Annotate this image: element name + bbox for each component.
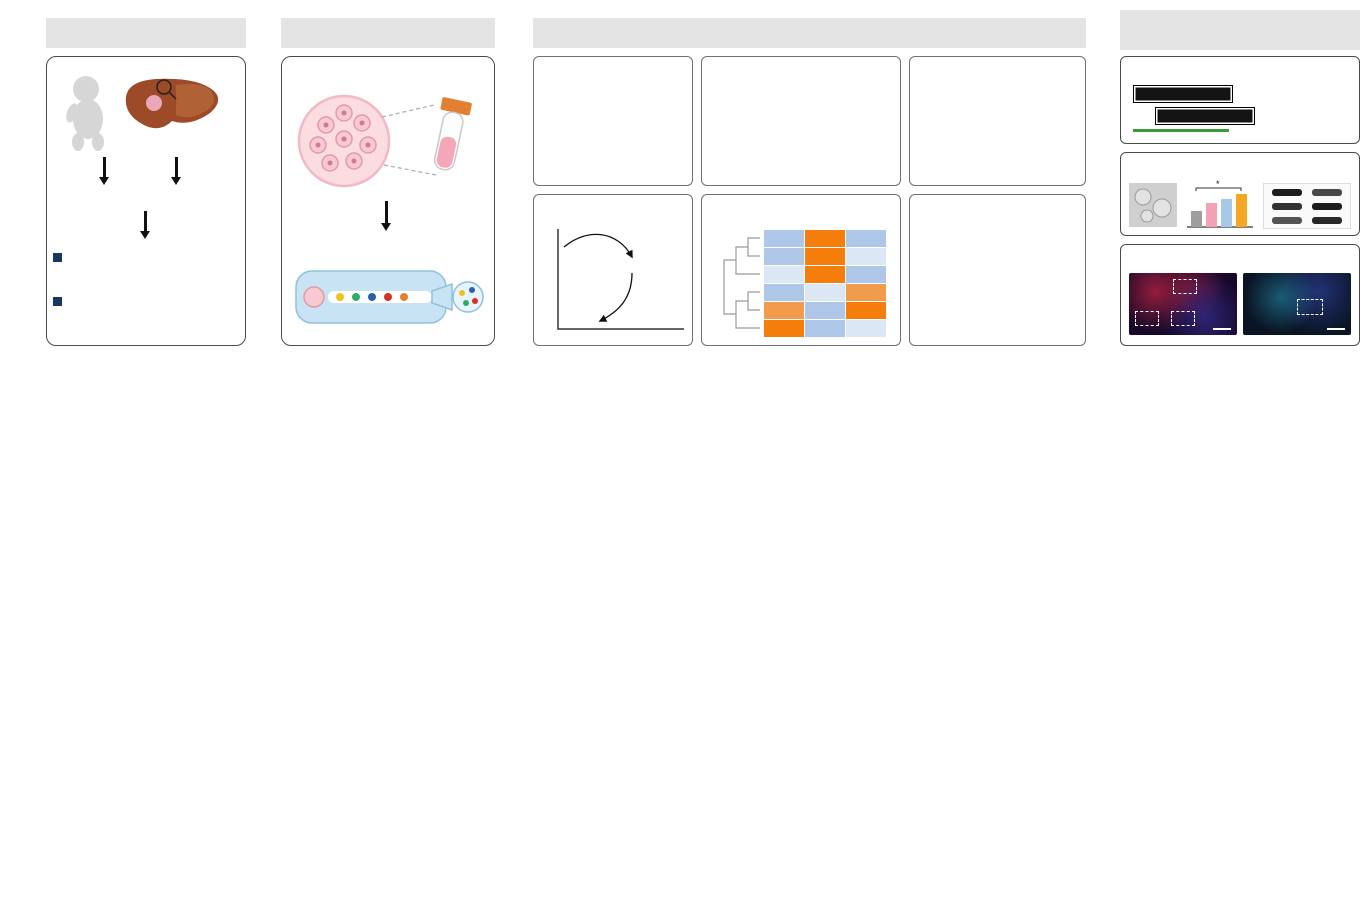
scrna-header [281, 18, 495, 48]
subpopulation-illustration [707, 97, 895, 181]
rnaseq-track-bar [1155, 107, 1255, 125]
sample-selection-box [46, 56, 246, 346]
down-arrow [144, 211, 147, 231]
roi-box [1135, 311, 1159, 326]
cibersort-box [909, 56, 1086, 186]
10x-chip-illustration [295, 270, 484, 324]
primary-hepatoblastoma-box [65, 241, 229, 249]
rnaseq-track-bar [1133, 85, 1233, 103]
baby-icon [66, 76, 104, 151]
down-arrow [103, 157, 106, 177]
insitu-box [1120, 244, 1360, 346]
bar-chart-icon: * [1187, 179, 1253, 228]
colorbar [658, 724, 1332, 737]
tf-regulons-box [701, 194, 901, 346]
roi-box [1297, 299, 1323, 315]
baby-liver-illustration [66, 76, 219, 151]
bullet-square [53, 297, 62, 306]
invitro-box: * [1120, 152, 1360, 236]
sample-selection-header [46, 18, 246, 48]
roi-box [1173, 279, 1197, 294]
pseudotime-illustration [557, 229, 684, 330]
bullet-square [53, 253, 62, 262]
tf-heatmap-icon [764, 230, 886, 337]
cell-communications-box [909, 194, 1086, 346]
bulk-rnaseq-box [1120, 56, 1360, 144]
cell-communications-illustration [918, 222, 1082, 340]
scrna-box [281, 56, 495, 346]
microscopy-thumbnail [1129, 183, 1177, 227]
scale-bar [1327, 328, 1345, 330]
svg-text:*: * [1216, 179, 1220, 189]
validation-header [1120, 10, 1360, 50]
liver-icon [125, 78, 219, 129]
cluster-celltype-box [533, 56, 693, 186]
insitu-image-left [1129, 273, 1237, 335]
magnifier-icon [156, 79, 172, 95]
dendrogram-icon [723, 237, 760, 329]
tsne-plot [12, 398, 417, 748]
down-arrow [175, 157, 178, 177]
tube-icon [433, 97, 472, 171]
western-blot-icon [1263, 183, 1351, 229]
subpopulation-box [701, 56, 901, 186]
down-arrow [385, 201, 388, 223]
green-track-bar [1133, 129, 1229, 132]
paracancerous-box [65, 285, 229, 293]
insitu-image-right [1243, 273, 1351, 335]
mini-tsne-illustration [538, 85, 688, 181]
pseudotime-box [533, 194, 693, 346]
computational-header [533, 18, 1086, 48]
scale-bar [1213, 328, 1231, 330]
cell-suspension-illustration [297, 94, 472, 188]
roi-box [1171, 311, 1195, 326]
tf-regulons-illustration [723, 230, 886, 337]
